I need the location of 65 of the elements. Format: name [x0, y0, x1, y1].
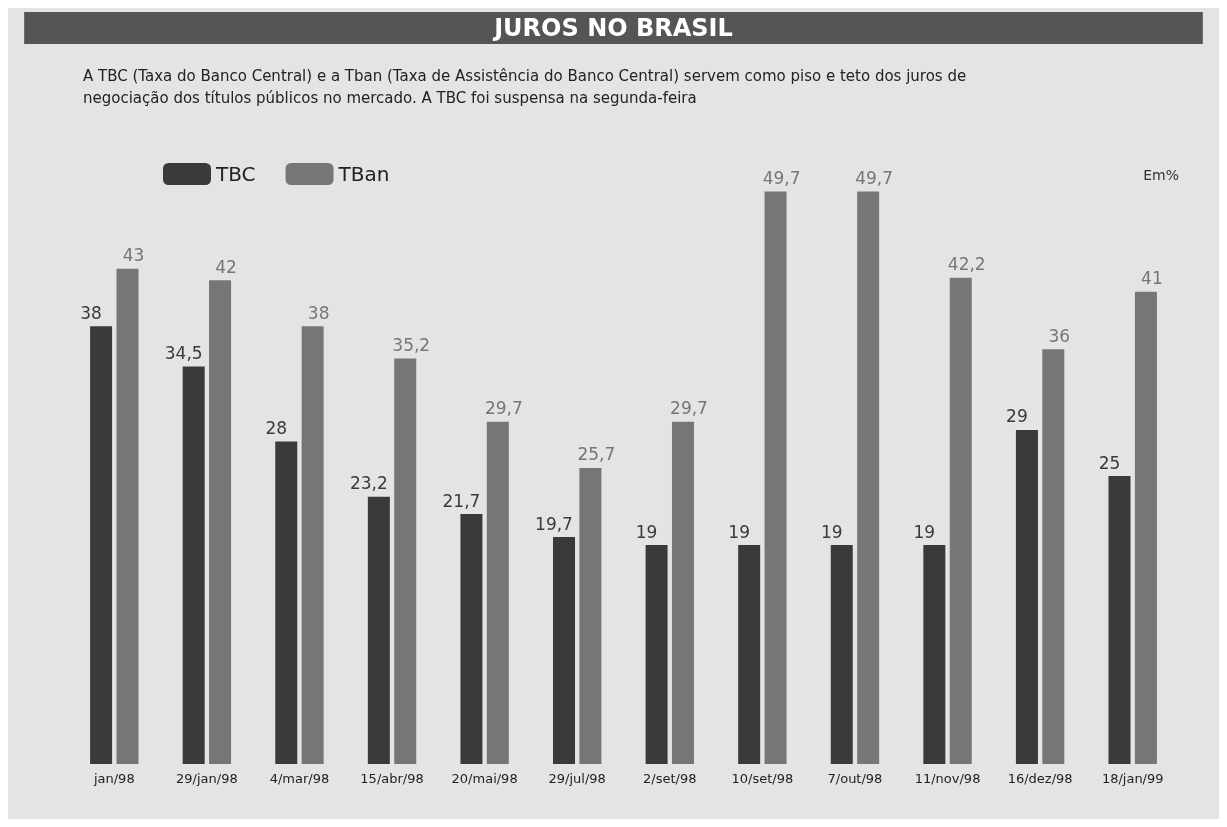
data-label: 25 [1098, 452, 1121, 473]
chart-title: JUROS NO BRASIL [492, 14, 733, 42]
bar [857, 191, 880, 764]
bar [182, 366, 205, 764]
bar [923, 545, 946, 764]
bar [553, 537, 576, 764]
x-tick-label: jan/98 [92, 771, 135, 786]
data-label: 43 [122, 245, 145, 266]
data-label: 21,7 [442, 490, 481, 511]
x-tick-label: 29/jul/98 [548, 771, 606, 786]
data-label: 41 [1141, 268, 1163, 289]
bar [949, 277, 972, 764]
bar [460, 514, 483, 764]
bar [738, 545, 761, 764]
bar [671, 421, 694, 764]
bar [1108, 476, 1131, 764]
text: Em% [1143, 167, 1180, 183]
bar [116, 268, 139, 764]
data-label: 28 [265, 417, 288, 438]
legend-label: TBC [215, 162, 256, 186]
data-label: 36 [1048, 325, 1071, 346]
x-tick-label: 2/set/98 [643, 771, 697, 786]
data-label: 49,7 [762, 167, 801, 188]
data-label: 42 [215, 256, 237, 277]
x-tick-label: 16/dez/98 [1007, 771, 1073, 786]
bar [1134, 291, 1157, 764]
data-label: 19 [635, 521, 658, 542]
data-label: 19 [913, 521, 936, 542]
data-label: 29 [1006, 406, 1028, 427]
legend-label: TBan [337, 162, 390, 186]
bar [1042, 349, 1065, 764]
bar [645, 545, 668, 764]
data-label: 25,7 [577, 444, 616, 465]
data-label: 29,7 [670, 398, 708, 419]
bar [486, 421, 509, 764]
data-label: 42,2 [947, 254, 986, 275]
data-label: 38 [80, 302, 102, 323]
bar [90, 326, 113, 764]
data-label: 35,2 [392, 335, 431, 355]
bar [209, 280, 232, 764]
chart-subtitle: A TBC (Taxa do Banco Central) e a Tban (Taxa de Assistência do Banco Central) servem como piso e teto dos juros de negociação dos títulos públicos no mercado. A TBC foi suspensa na segunda-feira [83, 67, 971, 107]
bar [1015, 429, 1038, 764]
bar [301, 326, 324, 764]
data-label: 34,5 [164, 343, 203, 364]
data-label: 38 [307, 302, 330, 323]
x-tick-label: 7/out/98 [827, 771, 883, 786]
x-tick-label: 18/jan/99 [1101, 771, 1164, 786]
x-tick-label: 10/set/98 [731, 771, 794, 786]
data-label: 19,7 [535, 513, 573, 534]
x-tick-label: 29/jan/98 [176, 771, 238, 786]
bar [764, 191, 787, 764]
x-tick-label: 4/mar/98 [269, 771, 330, 786]
data-label: 49,7 [855, 167, 894, 188]
data-label: 23,2 [349, 473, 388, 494]
bar [394, 358, 417, 764]
data-label: 29,7 [484, 398, 523, 419]
bar [830, 545, 853, 764]
x-tick-label: 15/abr/98 [360, 771, 424, 786]
bar [275, 441, 298, 764]
x-tick-label: 11/nov/98 [914, 771, 981, 786]
x-tick-label: 20/mai/98 [451, 771, 518, 786]
bar [579, 467, 602, 764]
data-label: 19 [728, 521, 750, 542]
data-label: 19 [820, 521, 843, 542]
bar [367, 496, 390, 764]
